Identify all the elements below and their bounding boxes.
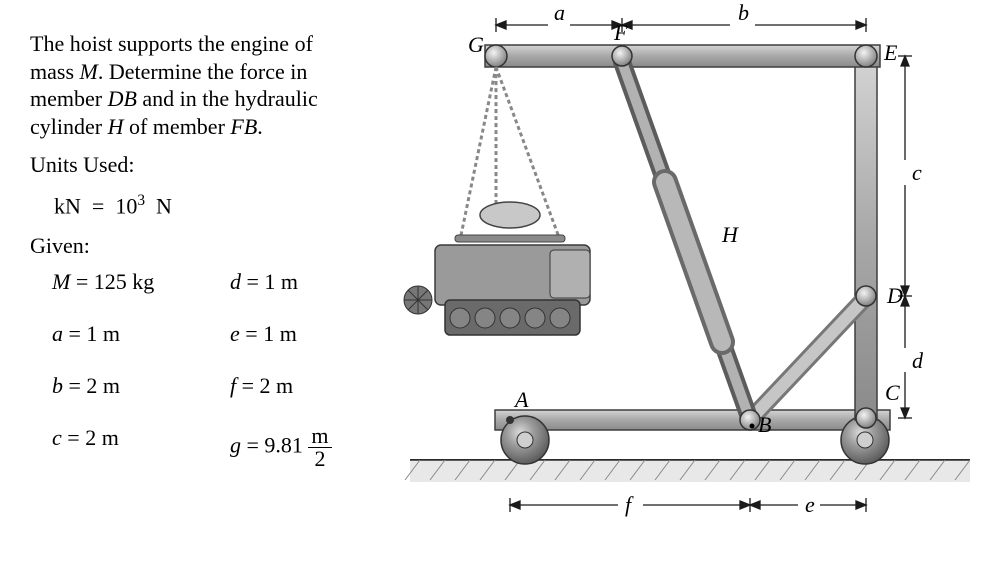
label-F: F (613, 20, 628, 45)
given-item: a = 1 m (52, 321, 222, 347)
given-grid: M = 125 kg d = 1 m a = 1 m e = 1 m b = 2… (52, 269, 380, 470)
pin-C (856, 408, 876, 428)
label-C: C (885, 380, 900, 405)
pin-D (856, 286, 876, 306)
given-item: b = 2 m (52, 373, 222, 399)
given-item: g = 9.81 m 2 (230, 425, 400, 470)
point-A (506, 416, 514, 424)
label-d: d (912, 348, 924, 373)
given-item: d = 1 m (230, 269, 400, 295)
given-item: M = 125 kg (52, 269, 222, 295)
label-B: B (758, 412, 771, 437)
problem-line: The hoist supports the engine of (30, 31, 313, 56)
problem-statement: The hoist supports the engine of mass M.… (30, 30, 380, 140)
pin-F (612, 46, 632, 66)
problem-panel: The hoist supports the engine of mass M.… (0, 0, 400, 566)
label-c: c (912, 160, 922, 185)
kN-symbol: kN (54, 193, 81, 218)
problem-line: cylinder H of member FB. (30, 114, 263, 139)
given-title: Given: (30, 233, 380, 259)
given-item: e = 1 m (230, 321, 400, 347)
ten: 10 (115, 193, 137, 218)
top-beam-GFE (485, 45, 880, 67)
member-DB (750, 296, 867, 420)
given-item: c = 2 m (52, 425, 222, 470)
spreader (455, 235, 565, 242)
label-G: G (468, 32, 484, 57)
problem-line: mass M. Determine the force in (30, 59, 307, 84)
label-b: b (738, 0, 749, 25)
units-equation: kN = 103 N (54, 192, 380, 219)
label-H: H (721, 222, 739, 247)
label-D: D (886, 283, 903, 308)
N-symbol: N (156, 193, 172, 218)
problem-line: member DB and in the hydraulic (30, 86, 318, 111)
engine (404, 202, 590, 335)
column-EC (855, 55, 877, 420)
dim-c (898, 56, 912, 296)
dim-d (898, 296, 912, 418)
label-A: A (513, 387, 529, 412)
exponent: 3 (137, 192, 145, 209)
pin-E (855, 45, 877, 67)
pin-G (485, 45, 507, 67)
label-f: f (625, 492, 634, 517)
units-used-title: Units Used: (30, 152, 380, 178)
label-E: E (883, 40, 898, 65)
label-a: a (554, 0, 565, 25)
given-item: f = 2 m (230, 373, 400, 399)
label-e: e (805, 492, 815, 517)
base-beam (495, 410, 890, 430)
ground-hatch (410, 460, 970, 482)
hoist-diagram: a b c d e f G F E H D C A B (400, 0, 980, 566)
unit-fraction: m 2 (308, 425, 331, 470)
